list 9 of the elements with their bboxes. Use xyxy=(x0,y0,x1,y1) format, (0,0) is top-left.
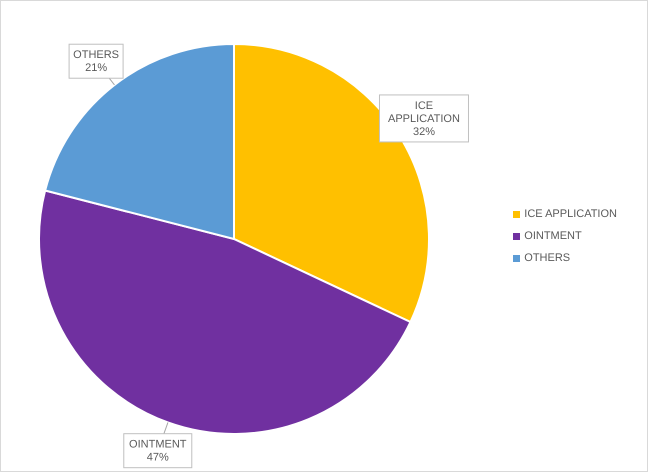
slice-label: ICE APPLICATION xyxy=(388,100,460,125)
slice-label: OTHERS xyxy=(73,49,120,62)
data-label: 32% xyxy=(412,126,436,138)
data-label: 47% xyxy=(146,452,170,464)
legend-label: OTHERS xyxy=(524,252,570,264)
slice-label: OINTMENT xyxy=(129,438,187,451)
data-label: 21% xyxy=(85,62,108,74)
legend-label: OINTMENT xyxy=(524,230,582,242)
legend-label: ICE APPLICATION xyxy=(524,208,617,220)
